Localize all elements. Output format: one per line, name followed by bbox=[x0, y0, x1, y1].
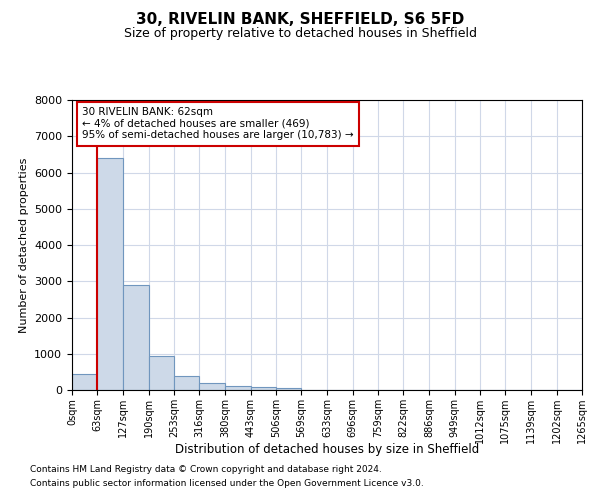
Text: Size of property relative to detached houses in Sheffield: Size of property relative to detached ho… bbox=[124, 28, 476, 40]
Bar bbox=[97, 158, 123, 390]
Bar bbox=[199, 384, 225, 390]
Bar bbox=[225, 386, 251, 390]
Text: Contains HM Land Registry data © Crown copyright and database right 2024.: Contains HM Land Registry data © Crown c… bbox=[30, 466, 382, 474]
Bar bbox=[149, 356, 174, 390]
Bar bbox=[174, 376, 199, 390]
Bar bbox=[123, 285, 149, 390]
Text: Contains public sector information licensed under the Open Government Licence v3: Contains public sector information licen… bbox=[30, 479, 424, 488]
Bar bbox=[251, 388, 276, 390]
Bar bbox=[276, 388, 301, 390]
Text: 30, RIVELIN BANK, SHEFFIELD, S6 5FD: 30, RIVELIN BANK, SHEFFIELD, S6 5FD bbox=[136, 12, 464, 28]
Bar bbox=[72, 374, 97, 390]
Y-axis label: Number of detached properties: Number of detached properties bbox=[19, 158, 29, 332]
Text: Distribution of detached houses by size in Sheffield: Distribution of detached houses by size … bbox=[175, 442, 479, 456]
Text: 30 RIVELIN BANK: 62sqm
← 4% of detached houses are smaller (469)
95% of semi-det: 30 RIVELIN BANK: 62sqm ← 4% of detached … bbox=[82, 108, 354, 140]
